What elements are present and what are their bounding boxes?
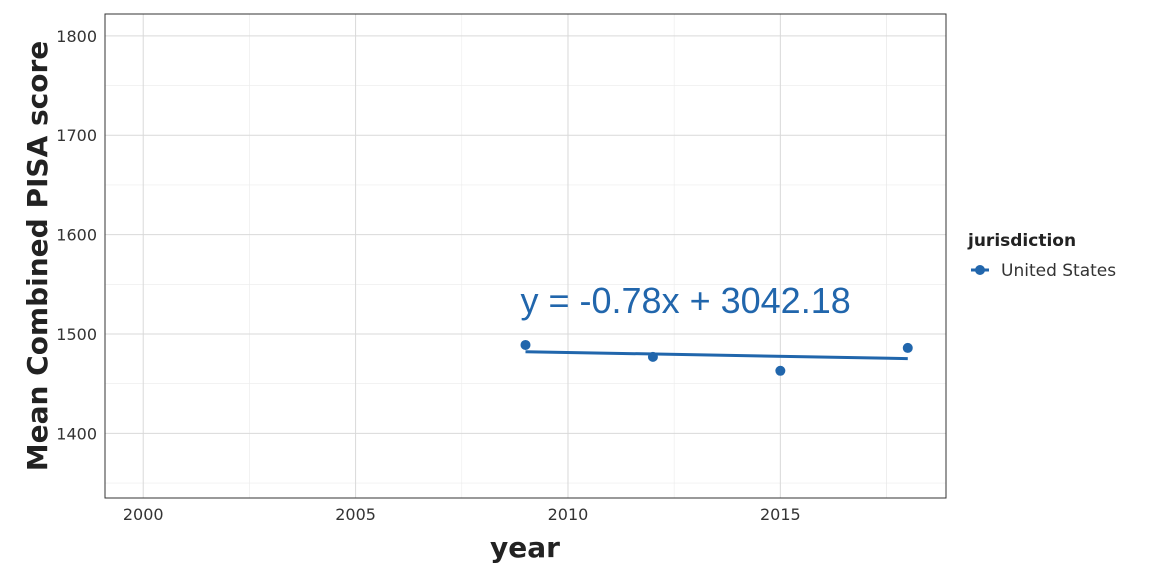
legend-label: United States: [1001, 261, 1116, 281]
x-tick-label: 2010: [548, 505, 589, 524]
x-axis-title: year: [490, 531, 560, 564]
legend: United States: [971, 261, 1116, 281]
x-tick-label: 2000: [123, 505, 164, 524]
y-tick-label: 1400: [56, 424, 97, 443]
trendline-group: [525, 350, 908, 361]
x-tick-label: 2015: [760, 505, 801, 524]
data-point: [520, 339, 531, 350]
trendline: [525, 350, 908, 361]
grid-lines: [105, 14, 946, 498]
y-tick-label: 1600: [56, 226, 97, 245]
y-tick-labels: 1400 1500 1600 1700 1800: [56, 27, 97, 444]
data-point: [647, 351, 658, 362]
legend-key-point: [975, 265, 985, 275]
y-tick-label: 1700: [56, 126, 97, 145]
data-point: [902, 342, 913, 353]
y-tick-label: 1800: [56, 27, 97, 46]
trendline-equation: y = -0.78x + 3042.18: [521, 280, 851, 321]
legend-title: jurisdiction: [967, 231, 1076, 251]
data-point: [775, 365, 786, 376]
y-tick-label: 1500: [56, 325, 97, 344]
x-tick-labels: 2000 2005 2010 2015: [123, 505, 801, 524]
plot-panel-border: [104, 13, 947, 499]
x-tick-label: 2005: [335, 505, 376, 524]
y-axis-title: Mean Combined PISA score: [21, 41, 54, 472]
data-points: [520, 339, 913, 376]
